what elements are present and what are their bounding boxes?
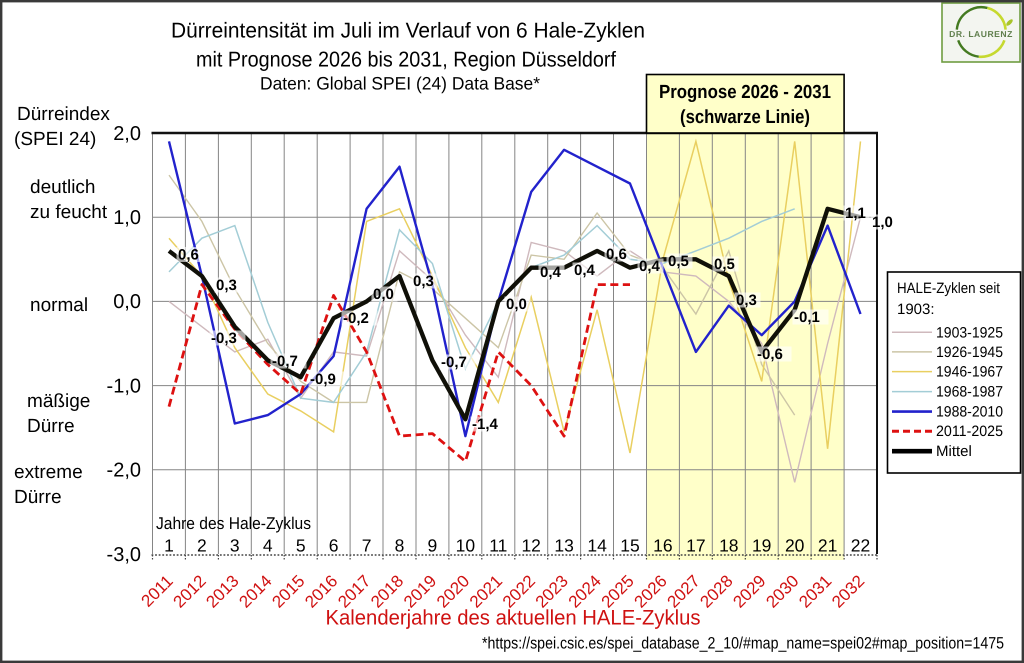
- svg-text:2,0: 2,0: [113, 123, 141, 145]
- svg-text:1: 1: [164, 536, 174, 556]
- svg-text:0,3: 0,3: [216, 277, 237, 294]
- svg-text:17: 17: [686, 536, 705, 556]
- svg-text:deutlich: deutlich: [30, 177, 96, 198]
- svg-text:0,4: 0,4: [639, 258, 661, 275]
- svg-text:1,0: 1,0: [113, 207, 141, 229]
- svg-text:9: 9: [428, 536, 438, 556]
- svg-text:3: 3: [230, 536, 240, 556]
- svg-text:-0,1: -0,1: [794, 309, 820, 326]
- svg-text:0,3: 0,3: [736, 292, 757, 309]
- svg-text:0,4: 0,4: [574, 262, 596, 279]
- svg-text:4: 4: [263, 536, 273, 556]
- svg-text:Dürre: Dürre: [14, 487, 62, 508]
- svg-text:19: 19: [752, 536, 771, 556]
- svg-text:mäßige: mäßige: [27, 391, 90, 412]
- svg-text:-0,3: -0,3: [211, 330, 237, 347]
- svg-text:DR. LAURENZ: DR. LAURENZ: [949, 29, 1013, 39]
- svg-text:0,0: 0,0: [373, 286, 394, 303]
- svg-text:15: 15: [620, 536, 639, 556]
- svg-text:0,0: 0,0: [113, 291, 141, 313]
- svg-text:0,6: 0,6: [606, 246, 627, 263]
- svg-text:-0,7: -0,7: [441, 354, 467, 371]
- svg-text:0,5: 0,5: [714, 256, 735, 273]
- svg-text:Dürreintensität im Juli im Ver: Dürreintensität im Juli im Verlauf von 6…: [171, 19, 645, 43]
- svg-text:0,3: 0,3: [413, 273, 434, 290]
- svg-text:1903-1925: 1903-1925: [936, 325, 1003, 342]
- svg-text:Dürre: Dürre: [27, 416, 75, 437]
- svg-text:Daten: Global SPEI (24) Data B: Daten: Global SPEI (24) Data Base*: [260, 74, 540, 94]
- svg-text:mit Prognose 2026 bis 2031, Re: mit Prognose 2026 bis 2031, Region Düsse…: [196, 48, 616, 72]
- svg-text:0,4: 0,4: [540, 264, 562, 281]
- svg-text:1946-1967: 1946-1967: [936, 364, 1003, 381]
- svg-text:-2,0: -2,0: [107, 460, 141, 482]
- svg-text:normal: normal: [30, 295, 88, 316]
- svg-text:8: 8: [395, 536, 405, 556]
- svg-text:-0,7: -0,7: [272, 353, 298, 370]
- svg-text:22: 22: [851, 536, 870, 556]
- svg-text:-3,0: -3,0: [107, 544, 141, 566]
- svg-text:1968-1987: 1968-1987: [936, 384, 1003, 401]
- svg-text:21: 21: [818, 536, 837, 556]
- svg-text:extreme: extreme: [14, 462, 83, 483]
- svg-text:5: 5: [296, 536, 306, 556]
- svg-text:11: 11: [489, 536, 507, 556]
- svg-text:10: 10: [456, 536, 476, 556]
- svg-text:Mittel: Mittel: [936, 443, 972, 460]
- svg-text:12: 12: [521, 536, 540, 556]
- svg-text:Kalenderjahre des aktuellen HA: Kalenderjahre des aktuellen HALE-Zyklus: [326, 607, 701, 630]
- svg-text:(SPEI 24): (SPEI 24): [14, 129, 96, 150]
- svg-text:(schwarze Linie): (schwarze Linie): [680, 107, 810, 128]
- svg-text:-0,6: -0,6: [757, 346, 783, 363]
- svg-text:1903:: 1903:: [897, 301, 935, 318]
- svg-text:13: 13: [554, 536, 573, 556]
- svg-text:0,5: 0,5: [668, 253, 689, 270]
- svg-text:zu feucht: zu feucht: [30, 202, 108, 223]
- svg-text:20: 20: [785, 536, 805, 556]
- svg-text:1,0: 1,0: [872, 214, 893, 231]
- svg-text:Dürreindex: Dürreindex: [17, 104, 110, 125]
- svg-text:-1,4: -1,4: [472, 416, 499, 433]
- svg-text:6: 6: [329, 536, 339, 556]
- svg-text:1926-1945: 1926-1945: [936, 344, 1003, 361]
- svg-text:1,1: 1,1: [845, 205, 866, 222]
- svg-text:0,6: 0,6: [178, 247, 199, 264]
- svg-text:Prognose 2026 - 2031: Prognose 2026 - 2031: [659, 82, 831, 103]
- svg-text:1988-2010: 1988-2010: [936, 404, 1003, 421]
- svg-text:-0,9: -0,9: [310, 371, 336, 388]
- svg-text:HALE-Zyklen seit: HALE-Zyklen seit: [897, 280, 1001, 297]
- svg-text:18: 18: [719, 536, 738, 556]
- svg-text:2011-2025: 2011-2025: [936, 423, 1003, 440]
- svg-text:0,0: 0,0: [506, 296, 527, 313]
- svg-text:*https://spei.csic.es/spei_dat: *https://spei.csic.es/spei_database_2_10…: [482, 635, 1004, 653]
- svg-text:14: 14: [587, 536, 607, 556]
- svg-text:2: 2: [197, 536, 207, 556]
- svg-text:-0,2: -0,2: [343, 310, 369, 327]
- svg-text:16: 16: [653, 536, 672, 556]
- svg-text:Jahre des Hale-Zyklus: Jahre des Hale-Zyklus: [156, 514, 311, 533]
- svg-text:7: 7: [362, 536, 372, 556]
- svg-text:-1,0: -1,0: [107, 375, 141, 397]
